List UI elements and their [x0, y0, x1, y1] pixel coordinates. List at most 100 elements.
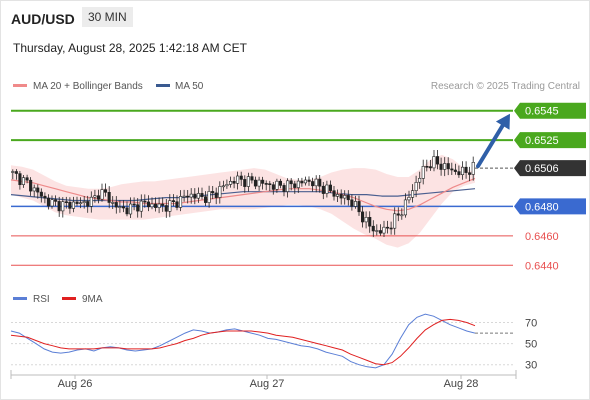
bollinger-bands [11, 154, 475, 248]
candle [161, 197, 165, 212]
candle [200, 187, 204, 200]
candle [303, 176, 308, 186]
candle [332, 186, 336, 201]
candle [86, 195, 90, 213]
datetime-label: Thursday, August 28, 2025 1:42:18 AM CET [13, 41, 247, 55]
candle [414, 175, 418, 198]
candle [71, 196, 75, 213]
candle [164, 199, 168, 218]
candle [143, 194, 147, 208]
candle [286, 178, 290, 198]
candle [46, 194, 51, 210]
9ma-line [10, 318, 476, 366]
forecast-arrow-icon [476, 113, 510, 169]
level-tag-last: 0.6506 [514, 160, 586, 177]
candle [146, 195, 150, 212]
time-axis-labels: Aug 26 Aug 27 Aug 28 [10, 370, 517, 390]
candle [389, 221, 393, 235]
candle [32, 184, 36, 198]
candle [278, 178, 283, 189]
source-credit: Research © 2025 Trading Central [431, 81, 580, 92]
candle [307, 176, 311, 186]
candle [154, 197, 158, 212]
candle [428, 160, 432, 171]
legend-9ma-label: 9MA [82, 294, 103, 305]
legend-ma20-swatch [13, 84, 27, 87]
candle [175, 195, 179, 211]
candle [36, 184, 40, 199]
candle [253, 176, 257, 190]
bollinger-band-area [11, 154, 475, 248]
rsi-tick-label: 70 [525, 318, 537, 330]
level-tag-label: 0.6525 [525, 135, 559, 147]
candle [432, 150, 436, 172]
timeframe-badge[interactable]: 30 MIN [82, 7, 133, 27]
candle [11, 169, 15, 180]
candle [125, 201, 129, 217]
candle [346, 190, 350, 206]
price-levels [11, 109, 513, 266]
candle [261, 176, 265, 190]
level-tag-label: 0.6506 [525, 163, 559, 175]
candle [335, 189, 340, 202]
legend-ma50-swatch [156, 84, 170, 87]
legend-rsi-label: RSI [33, 294, 50, 305]
legend-rsi-swatch [13, 297, 27, 300]
candle [193, 188, 197, 205]
candle [318, 175, 322, 193]
candle [350, 194, 354, 211]
candle [168, 194, 172, 218]
symbol-label: AUD/USD [11, 11, 75, 27]
candle [403, 193, 408, 218]
legend-ma20-label: MA 20 + Bollinger Bands [33, 81, 143, 92]
candle [43, 192, 47, 204]
candle [293, 180, 297, 194]
level-tag-label: 0.6545 [525, 106, 559, 118]
candle [75, 196, 79, 207]
candle [114, 196, 118, 214]
price-level-tags: 0.6545 0.6525 0.6506 0.6480 0.6460 0.6440 [514, 102, 586, 272]
candle [64, 196, 68, 209]
candle [368, 211, 372, 233]
candle [357, 195, 361, 216]
ma50-line [10, 188, 476, 202]
rsi-panel: 70 50 30 [10, 313, 537, 372]
candle [421, 159, 425, 185]
candle [343, 190, 347, 205]
candle [264, 180, 268, 191]
level-tag-label: 0.6460 [525, 231, 559, 243]
candle [57, 196, 61, 217]
rsi-tick-label: 30 [525, 360, 537, 372]
candle [453, 163, 457, 175]
candle [468, 166, 472, 182]
candle [400, 208, 404, 220]
level-tag-support: 0.6460 [525, 231, 559, 243]
rsi-tick-label: 50 [525, 339, 537, 351]
level-tag-resistance: 0.6545 [514, 102, 586, 119]
level-tag-support: 0.6440 [525, 260, 559, 272]
candle [282, 183, 286, 197]
candle [171, 194, 175, 207]
candle [250, 172, 254, 184]
candle [410, 184, 415, 203]
candle [236, 171, 240, 190]
candle [54, 195, 58, 207]
legend-ma50-label: MA 50 [175, 81, 204, 92]
candle [139, 194, 143, 218]
candle [150, 197, 154, 210]
candle [225, 179, 229, 189]
candle [107, 186, 111, 209]
candle [393, 207, 397, 235]
candle [221, 180, 225, 192]
candle [418, 171, 422, 189]
candle [14, 169, 18, 180]
candle [136, 198, 140, 218]
candle [196, 187, 200, 203]
candle [100, 183, 104, 202]
candle [360, 206, 365, 228]
candle [132, 197, 136, 211]
candle [21, 175, 26, 188]
candle [89, 191, 93, 213]
time-tick-label: Aug 28 [444, 378, 479, 390]
legend-9ma-swatch [62, 297, 76, 300]
